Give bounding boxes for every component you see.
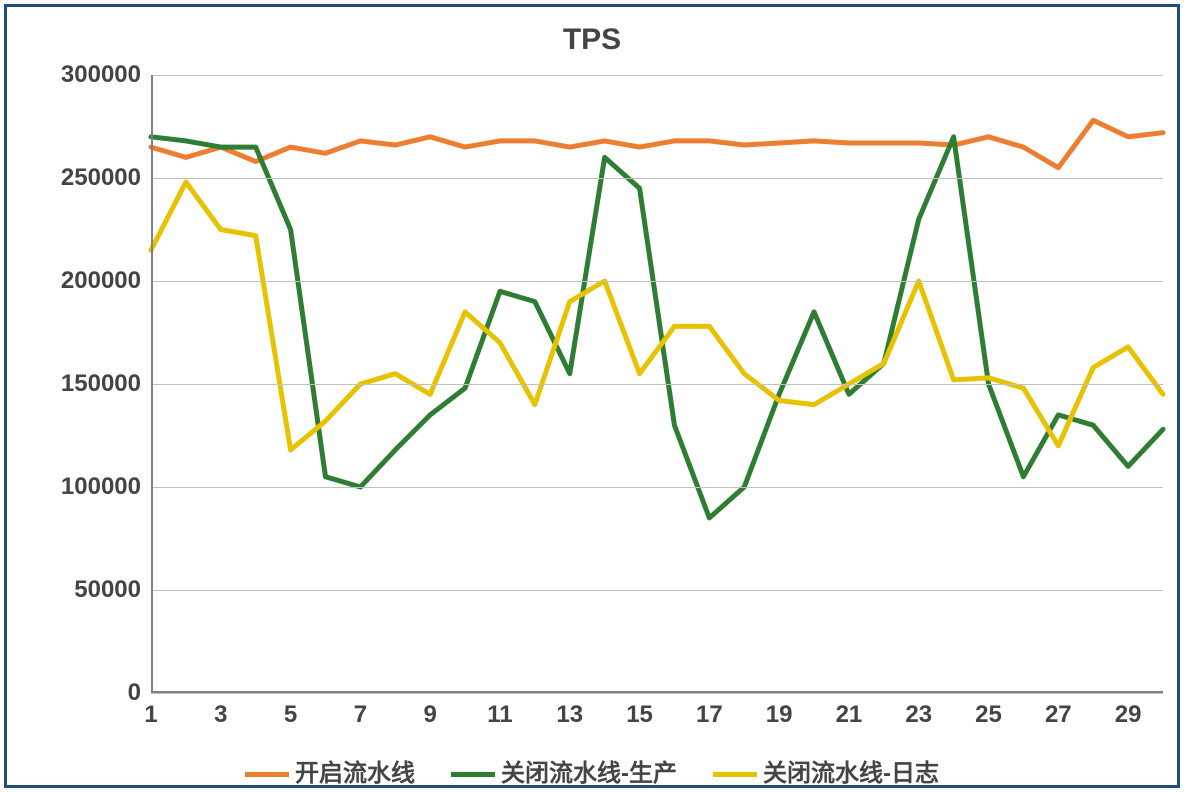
x-axis-label: 15 <box>626 693 653 729</box>
x-axis <box>151 691 1163 693</box>
x-axis-label: 3 <box>214 693 227 729</box>
x-axis-label: 9 <box>423 693 436 729</box>
x-axis-label: 13 <box>556 693 583 729</box>
x-axis-label: 17 <box>696 693 723 729</box>
legend-swatch <box>245 772 289 777</box>
y-axis-label: 250000 <box>61 164 151 192</box>
series-line <box>151 120 1163 167</box>
x-axis-label: 7 <box>354 693 367 729</box>
legend-item: 开启流水线 <box>245 753 415 788</box>
y-axis-label: 100000 <box>61 473 151 501</box>
y-axis <box>151 75 153 693</box>
x-axis-label: 21 <box>836 693 863 729</box>
series-line <box>151 137 1163 518</box>
x-axis-label: 27 <box>1045 693 1072 729</box>
legend: 开启流水线 关闭流水线-生产 关闭流水线-日志 <box>7 753 1177 788</box>
gridline <box>151 75 1163 76</box>
legend-swatch <box>451 772 495 777</box>
plot-area: 0500001000001500002000002500003000001357… <box>151 75 1163 693</box>
gridline <box>151 590 1163 591</box>
chart-frame: TPS 050000100000150000200000250000300000… <box>4 4 1180 788</box>
x-axis-label: 23 <box>905 693 932 729</box>
chart-title: TPS <box>7 23 1177 57</box>
legend-item: 关闭流水线-生产 <box>451 753 677 788</box>
x-axis-label: 11 <box>487 693 512 729</box>
gridline <box>151 384 1163 385</box>
legend-item: 关闭流水线-日志 <box>713 753 939 788</box>
legend-label: 关闭流水线-日志 <box>763 760 939 787</box>
gridline <box>151 693 1163 694</box>
legend-label: 开启流水线 <box>295 760 415 787</box>
legend-swatch <box>713 772 757 777</box>
x-axis-label: 29 <box>1115 693 1142 729</box>
y-axis-label: 200000 <box>61 267 151 295</box>
y-axis-label: 150000 <box>61 370 151 398</box>
gridline <box>151 281 1163 282</box>
y-axis-label: 300000 <box>61 61 151 89</box>
legend-label: 关闭流水线-生产 <box>501 760 677 787</box>
x-axis-label: 1 <box>144 693 157 729</box>
gridline <box>151 178 1163 179</box>
y-axis-label: 50000 <box>74 576 151 604</box>
x-axis-label: 19 <box>766 693 793 729</box>
gridline <box>151 487 1163 488</box>
x-axis-label: 5 <box>284 693 297 729</box>
x-axis-label: 25 <box>975 693 1002 729</box>
